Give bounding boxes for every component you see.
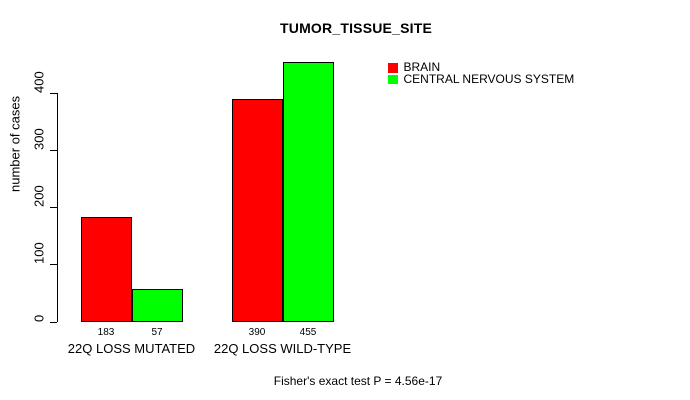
bar xyxy=(231,98,283,322)
bar-value-label: 183 xyxy=(97,327,115,338)
x-category-label: 22Q LOSS WILD-TYPE xyxy=(213,341,352,356)
y-axis-line xyxy=(57,93,58,322)
y-tick xyxy=(50,93,57,94)
legend-label: CENTRAL NERVOUS SYSTEM xyxy=(403,71,575,86)
bar-value-label: 455 xyxy=(299,327,317,338)
legend: BRAIN CENTRAL NERVOUS SYSTEM xyxy=(388,60,575,86)
x-category-label: 22Q LOSS MUTATED xyxy=(67,341,196,356)
legend-entry: CENTRAL NERVOUS SYSTEM xyxy=(388,71,575,86)
y-tick xyxy=(50,207,57,208)
statistical-test-annotation: Fisher's exact test P = 4.56e-17 xyxy=(273,374,443,388)
chart-title: TUMOR_TISSUE_SITE xyxy=(280,20,432,36)
y-tick xyxy=(50,322,57,323)
bar-value-label: 390 xyxy=(248,327,266,338)
bar xyxy=(80,217,132,322)
legend-swatch xyxy=(388,63,398,73)
bar xyxy=(131,289,183,322)
y-tick xyxy=(50,264,57,265)
y-tick xyxy=(50,150,57,151)
legend-entry: BRAIN xyxy=(388,60,574,75)
bar xyxy=(282,61,334,322)
bar-value-label: 57 xyxy=(151,327,163,338)
legend-label: BRAIN xyxy=(403,60,441,75)
legend-swatch xyxy=(388,74,398,85)
